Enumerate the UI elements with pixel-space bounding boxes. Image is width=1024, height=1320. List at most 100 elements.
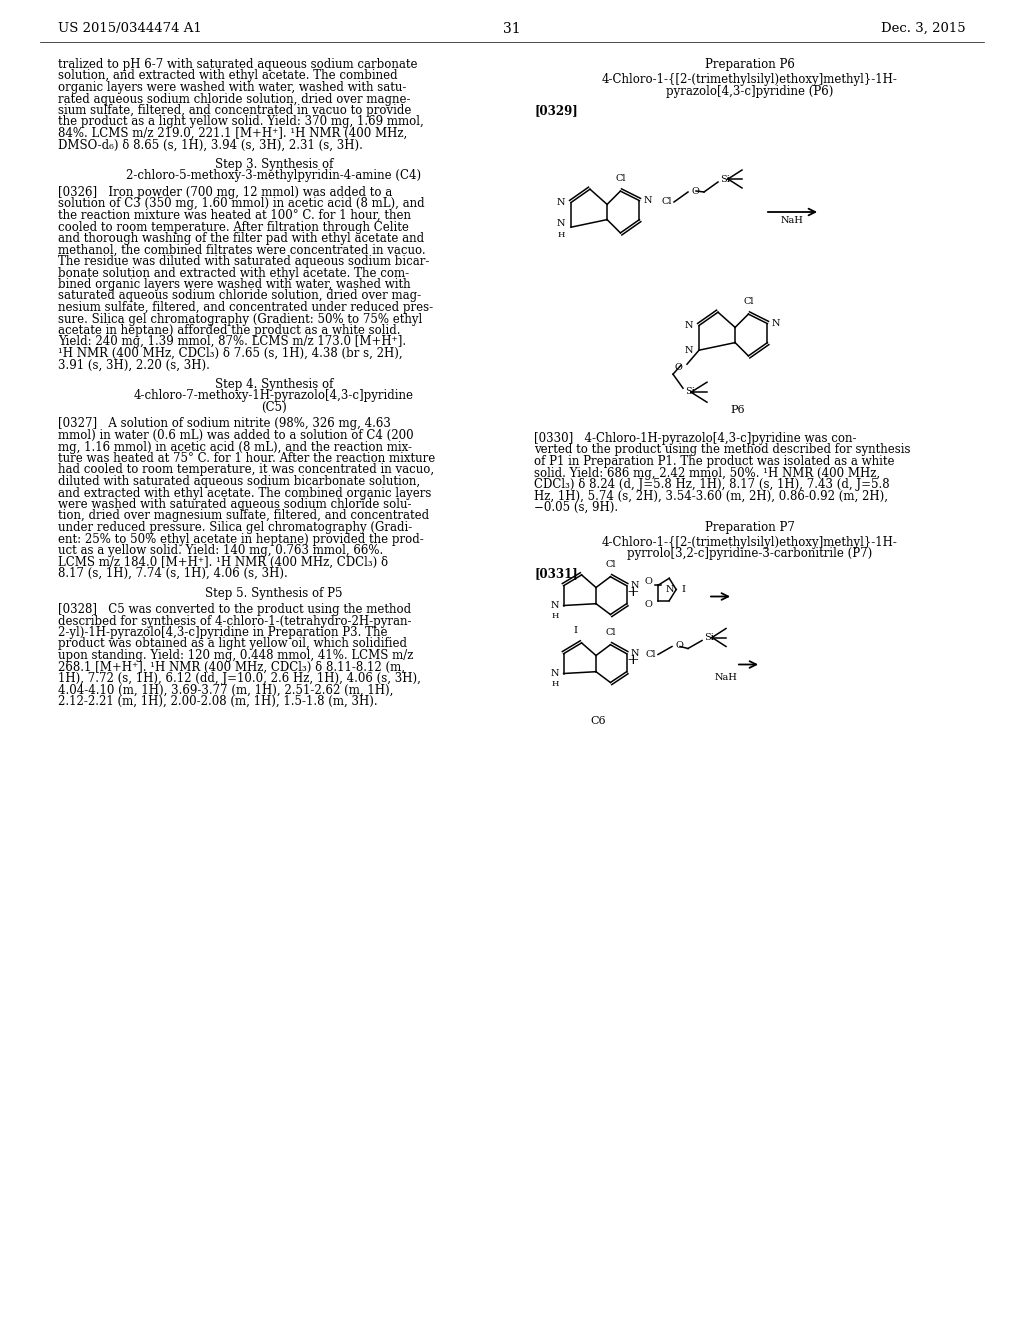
Text: [0326]   Iron powder (700 mg, 12 mmol) was added to a: [0326] Iron powder (700 mg, 12 mmol) was… [58, 186, 392, 199]
Text: Step 3. Synthesis of: Step 3. Synthesis of [215, 158, 333, 172]
Text: diluted with saturated aqueous sodium bicarbonate solution,: diluted with saturated aqueous sodium bi… [58, 475, 420, 488]
Text: tion, dried over magnesium sulfate, filtered, and concentrated: tion, dried over magnesium sulfate, filt… [58, 510, 429, 523]
Text: [0330]   4-Chloro-1H-pyrazolo[4,3-c]pyridine was con-: [0330] 4-Chloro-1H-pyrazolo[4,3-c]pyridi… [534, 432, 856, 445]
Text: LCMS m/z 184.0 [M+H⁺]. ¹H NMR (400 MHz, CDCl₃) δ: LCMS m/z 184.0 [M+H⁺]. ¹H NMR (400 MHz, … [58, 556, 388, 569]
Text: −0.05 (s, 9H).: −0.05 (s, 9H). [534, 502, 618, 513]
Text: N: N [556, 219, 565, 227]
Text: N: N [550, 669, 559, 678]
Text: Preparation P7: Preparation P7 [706, 520, 795, 533]
Text: 4.04-4.10 (m, 1H), 3.69-3.77 (m, 1H), 2.51-2.62 (m, 1H),: 4.04-4.10 (m, 1H), 3.69-3.77 (m, 1H), 2.… [58, 684, 393, 697]
Text: H: H [551, 680, 559, 688]
Text: 4-Chloro-1-{[2-(trimethylsilyl)ethoxy]methyl}-1H-: 4-Chloro-1-{[2-(trimethylsilyl)ethoxy]me… [602, 536, 898, 549]
Text: mmol) in water (0.6 mL) was added to a solution of C4 (200: mmol) in water (0.6 mL) was added to a s… [58, 429, 414, 442]
Text: Yield: 240 mg, 1.39 mmol, 87%. LCMS m/z 173.0 [M+H⁺].: Yield: 240 mg, 1.39 mmol, 87%. LCMS m/z … [58, 335, 407, 348]
Text: CDCl₃) δ 8.24 (d, J=5.8 Hz, 1H), 8.17 (s, 1H), 7.43 (d, J=5.8: CDCl₃) δ 8.24 (d, J=5.8 Hz, 1H), 8.17 (s… [534, 478, 890, 491]
Text: 3.91 (s, 3H), 2.20 (s, 3H).: 3.91 (s, 3H), 2.20 (s, 3H). [58, 359, 210, 371]
Text: upon standing. Yield: 120 mg, 0.448 mmol, 41%. LCMS m/z: upon standing. Yield: 120 mg, 0.448 mmol… [58, 649, 414, 663]
Text: Hz, 1H), 5.74 (s, 2H), 3.54-3.60 (m, 2H), 0.86-0.92 (m, 2H),: Hz, 1H), 5.74 (s, 2H), 3.54-3.60 (m, 2H)… [534, 490, 888, 503]
Text: bined organic layers were washed with water, washed with: bined organic layers were washed with wa… [58, 279, 411, 290]
Text: N: N [550, 601, 559, 610]
Text: product was obtained as a light yellow oil, which solidified: product was obtained as a light yellow o… [58, 638, 407, 651]
Text: Si: Si [705, 634, 714, 642]
Text: 2.12-2.21 (m, 1H), 2.00-2.08 (m, 1H), 1.5-1.8 (m, 3H).: 2.12-2.21 (m, 1H), 2.00-2.08 (m, 1H), 1.… [58, 696, 378, 708]
Text: sium sulfate, filtered, and concentrated in vacuo to provide: sium sulfate, filtered, and concentrated… [58, 104, 412, 117]
Text: N: N [631, 581, 639, 590]
Text: 31: 31 [503, 22, 521, 36]
Text: H: H [558, 231, 565, 239]
Text: +: + [627, 652, 639, 667]
Text: of P1 in Preparation P1. The product was isolated as a white: of P1 in Preparation P1. The product was… [534, 455, 895, 469]
Text: mg, 1.16 mmol) in acetic acid (8 mL), and the reaction mix-: mg, 1.16 mmol) in acetic acid (8 mL), an… [58, 441, 412, 454]
Text: verted to the product using the method described for synthesis: verted to the product using the method d… [534, 444, 910, 457]
Text: O: O [674, 363, 682, 372]
Text: C6: C6 [590, 717, 606, 726]
Text: Cl: Cl [605, 560, 615, 569]
Text: [0329]: [0329] [534, 104, 578, 117]
Text: H: H [551, 611, 559, 619]
Text: described for synthesis of 4-chloro-1-(tetrahydro-2H-pyran-: described for synthesis of 4-chloro-1-(t… [58, 615, 412, 627]
Text: +: + [627, 585, 639, 598]
Text: O: O [644, 577, 652, 586]
Text: I: I [573, 626, 578, 635]
Text: bonate solution and extracted with ethyl acetate. The com-: bonate solution and extracted with ethyl… [58, 267, 410, 280]
Text: N: N [631, 649, 639, 659]
Text: 268.1 [M+H⁺]. ¹H NMR (400 MHz, CDCl₃) δ 8.11-8.12 (m,: 268.1 [M+H⁺]. ¹H NMR (400 MHz, CDCl₃) δ … [58, 660, 406, 673]
Text: tralized to pH 6-7 with saturated aqueous sodium carbonate: tralized to pH 6-7 with saturated aqueou… [58, 58, 418, 71]
Text: acetate in heptane) afforded the product as a white solid.: acetate in heptane) afforded the product… [58, 323, 400, 337]
Text: solution of C3 (350 mg, 1.60 mmol) in acetic acid (8 mL), and: solution of C3 (350 mg, 1.60 mmol) in ac… [58, 198, 425, 210]
Text: The residue was diluted with saturated aqueous sodium bicar-: The residue was diluted with saturated a… [58, 255, 429, 268]
Text: Step 5. Synthesis of P5: Step 5. Synthesis of P5 [205, 586, 343, 599]
Text: solution, and extracted with ethyl acetate. The combined: solution, and extracted with ethyl aceta… [58, 70, 397, 82]
Text: cooled to room temperature. After filtration through Celite: cooled to room temperature. After filtra… [58, 220, 409, 234]
Text: 2-chloro-5-methoxy-3-methylpyridin-4-amine (C4): 2-chloro-5-methoxy-3-methylpyridin-4-ami… [126, 169, 422, 182]
Text: the product as a light yellow solid. Yield: 370 mg, 1.69 mmol,: the product as a light yellow solid. Yie… [58, 116, 424, 128]
Text: N: N [643, 197, 652, 205]
Text: Cl: Cl [645, 649, 656, 659]
Text: N: N [684, 321, 693, 330]
Text: ture was heated at 75° C. for 1 hour. After the reaction mixture: ture was heated at 75° C. for 1 hour. Af… [58, 451, 435, 465]
Text: N: N [684, 346, 693, 355]
Text: and thorough washing of the filter pad with ethyl acetate and: and thorough washing of the filter pad w… [58, 232, 424, 246]
Text: solid. Yield: 686 mg, 2.42 mmol, 50%. ¹H NMR (400 MHz,: solid. Yield: 686 mg, 2.42 mmol, 50%. ¹H… [534, 466, 880, 479]
Text: 4-Chloro-1-{[2-(trimethylsilyl)ethoxy]methyl}-1H-: 4-Chloro-1-{[2-(trimethylsilyl)ethoxy]me… [602, 74, 898, 87]
Text: pyrrolo[3,2-c]pyridine-3-carbonitrile (P7): pyrrolo[3,2-c]pyridine-3-carbonitrile (P… [628, 548, 872, 561]
Text: had cooled to room temperature, it was concentrated in vacuo,: had cooled to room temperature, it was c… [58, 463, 434, 477]
Text: O: O [675, 642, 683, 649]
Text: methanol, the combined filtrates were concentrated in vacuo.: methanol, the combined filtrates were co… [58, 243, 426, 256]
Text: saturated aqueous sodium chloride solution, dried over mag-: saturated aqueous sodium chloride soluti… [58, 289, 421, 302]
Text: rated aqueous sodium chloride solution, dried over magne-: rated aqueous sodium chloride solution, … [58, 92, 411, 106]
Text: [0328]   C5 was converted to the product using the method: [0328] C5 was converted to the product u… [58, 603, 411, 616]
Text: under reduced pressure. Silica gel chromatography (Gradi-: under reduced pressure. Silica gel chrom… [58, 521, 413, 535]
Text: nesium sulfate, filtered, and concentrated under reduced pres-: nesium sulfate, filtered, and concentrat… [58, 301, 433, 314]
Text: uct as a yellow solid. Yield: 140 mg, 0.763 mmol, 66%.: uct as a yellow solid. Yield: 140 mg, 0.… [58, 544, 383, 557]
Text: Cl: Cl [605, 628, 615, 636]
Text: organic layers were washed with water, washed with satu-: organic layers were washed with water, w… [58, 81, 407, 94]
Text: ¹H NMR (400 MHz, CDCl₃) δ 7.65 (s, 1H), 4.38 (br s, 2H),: ¹H NMR (400 MHz, CDCl₃) δ 7.65 (s, 1H), … [58, 347, 402, 360]
Text: (C5): (C5) [261, 401, 287, 414]
Text: O: O [644, 601, 652, 610]
Text: I: I [681, 585, 685, 594]
Text: 4-chloro-7-methoxy-1H-pyrazolo[4,3-c]pyridine: 4-chloro-7-methoxy-1H-pyrazolo[4,3-c]pyr… [134, 389, 414, 403]
Text: Step 4. Synthesis of: Step 4. Synthesis of [215, 378, 333, 391]
Text: Cl: Cl [743, 297, 754, 306]
Text: N: N [666, 585, 674, 594]
Text: and extracted with ethyl acetate. The combined organic layers: and extracted with ethyl acetate. The co… [58, 487, 431, 499]
Text: 1H), 7.72 (s, 1H), 6.12 (dd, J=10.0, 2.6 Hz, 1H), 4.06 (s, 3H),: 1H), 7.72 (s, 1H), 6.12 (dd, J=10.0, 2.6… [58, 672, 421, 685]
Text: [0327]   A solution of sodium nitrite (98%, 326 mg, 4.63: [0327] A solution of sodium nitrite (98%… [58, 417, 391, 430]
Text: N: N [771, 319, 780, 329]
Text: were washed with saturated aqueous sodium chloride solu-: were washed with saturated aqueous sodiu… [58, 498, 412, 511]
Text: Si: Si [720, 174, 730, 183]
Text: Si: Si [685, 387, 695, 396]
Text: the reaction mixture was heated at 100° C. for 1 hour, then: the reaction mixture was heated at 100° … [58, 209, 411, 222]
Text: 8.17 (s, 1H), 7.74 (s, 1H), 4.06 (s, 3H).: 8.17 (s, 1H), 7.74 (s, 1H), 4.06 (s, 3H)… [58, 568, 288, 579]
Text: 84%. LCMS m/z 219.0, 221.1 [M+H⁺]. ¹H NMR (400 MHz,: 84%. LCMS m/z 219.0, 221.1 [M+H⁺]. ¹H NM… [58, 127, 408, 140]
Text: Preparation P6: Preparation P6 [706, 58, 795, 71]
Text: ent: 25% to 50% ethyl acetate in heptane) provided the prod-: ent: 25% to 50% ethyl acetate in heptane… [58, 532, 424, 545]
Text: Cl: Cl [662, 198, 672, 206]
Text: Cl: Cl [615, 174, 626, 183]
Text: O: O [691, 186, 698, 195]
Text: 2-yl)-1H-pyrazolo[4,3-c]pyridine in Preparation P3. The: 2-yl)-1H-pyrazolo[4,3-c]pyridine in Prep… [58, 626, 387, 639]
Text: DMSO-d₆) δ 8.65 (s, 1H), 3.94 (s, 3H), 2.31 (s, 3H).: DMSO-d₆) δ 8.65 (s, 1H), 3.94 (s, 3H), 2… [58, 139, 362, 152]
Text: Dec. 3, 2015: Dec. 3, 2015 [882, 22, 966, 36]
Text: NaH: NaH [715, 672, 737, 681]
